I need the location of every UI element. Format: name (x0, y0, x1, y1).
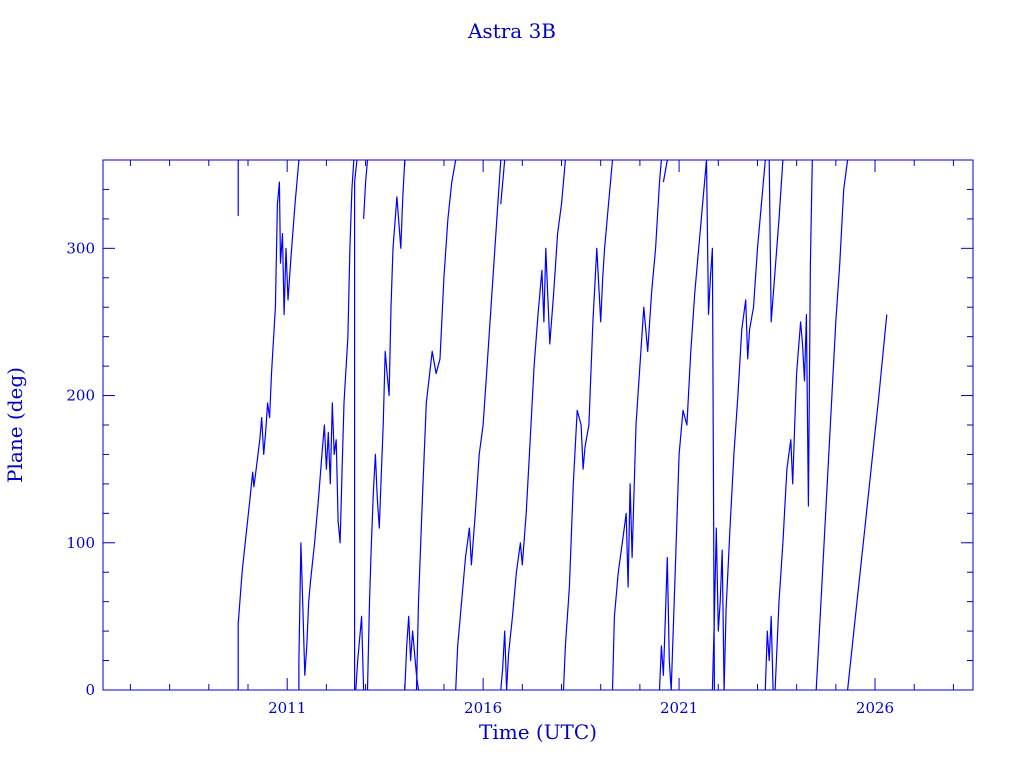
series-segment-4 (355, 615, 365, 691)
y-tick-label: 100 (66, 534, 95, 552)
x-tick-label: 2016 (464, 699, 502, 717)
series-segment-11 (500, 159, 506, 205)
series-segment-23 (774, 159, 813, 691)
y-axis-label: Plane (deg) (3, 367, 27, 483)
plot-frame (102, 159, 974, 691)
x-tick-label: 2011 (268, 699, 306, 717)
x-axis-label: Time (UTC) (479, 720, 597, 744)
series-segment-17 (670, 159, 708, 691)
series-segment-22 (768, 159, 784, 323)
chart-title: Astra 3B (467, 19, 556, 43)
series-segment-24 (815, 159, 849, 691)
series-segment-2 (298, 159, 355, 690)
y-tick-label: 0 (85, 681, 95, 699)
series-segment-16 (662, 159, 668, 183)
series-segment-10 (500, 630, 508, 691)
series-segment-19 (711, 527, 725, 691)
series-segment-1 (237, 159, 300, 690)
series-segment-8 (415, 159, 457, 691)
series-segment-3 (354, 159, 358, 690)
series-segment-25 (847, 314, 888, 691)
series-segment-6 (366, 159, 406, 691)
series-segment-9 (455, 159, 502, 691)
x-tick-label: 2026 (856, 699, 894, 717)
series-segment-14 (611, 159, 662, 691)
series-segment-20 (723, 159, 766, 691)
series-segment-21 (764, 615, 774, 691)
series-segment-12 (506, 159, 566, 691)
series-layer (237, 159, 888, 691)
y-tick-label: 200 (66, 387, 95, 405)
series-segment-13 (562, 159, 614, 691)
series-segment-5 (363, 159, 369, 219)
series-segment-18 (705, 159, 716, 691)
x-tick-label: 2021 (660, 699, 698, 717)
tick-layer: 2011 2016 2021 2026 0 100 200 300 (66, 159, 973, 717)
series-segment-15 (658, 556, 672, 691)
y-tick-label: 300 (66, 239, 95, 257)
